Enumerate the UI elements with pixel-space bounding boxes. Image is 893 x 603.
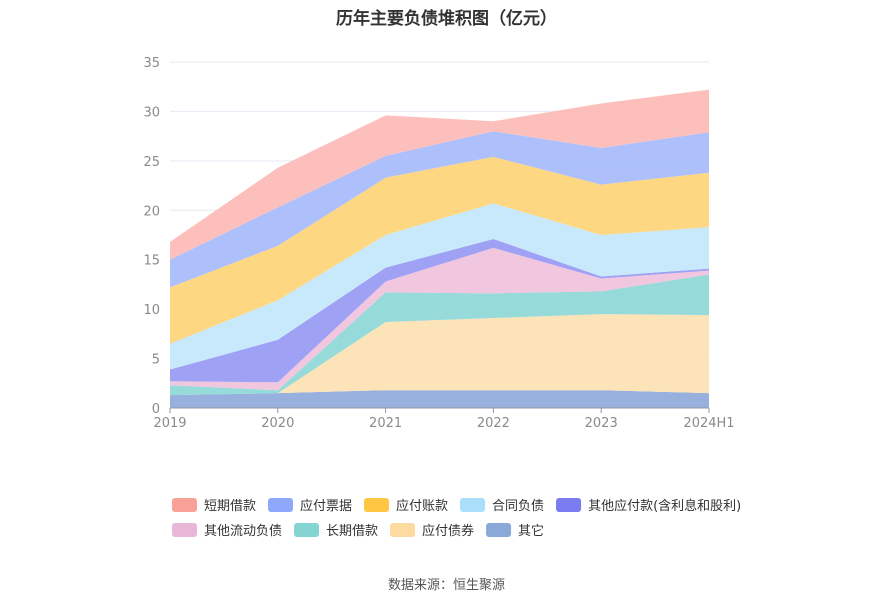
x-tick-label: 2021 [369,416,402,431]
area-其他流动负债 [170,247,709,391]
area-应付账款 [170,156,709,344]
x-tick-label: 2020 [261,416,294,431]
y-tick-label: 30 [143,105,160,120]
legend: 短期借款 应付票据 应付账款 合同负债 其他应付款(含利息和股利) 其他流动负债 长期借款 应… [172,498,741,539]
legend-swatch [556,498,582,512]
x-tick-label: 2023 [585,416,618,431]
legend-label: 其它 [518,523,544,539]
chart-title: 历年主要负债堆积图（亿元） [336,9,557,29]
x-tick-label: 2024H1 [683,416,734,431]
legend-label: 长期借款 [326,524,378,539]
area-长期借款 [170,274,709,396]
legend-swatch [364,498,390,512]
legend-label: 应付债券 [422,523,474,539]
y-tick-label: 0 [152,402,160,417]
legend-swatch [268,498,294,512]
legend-label: 应付票据 [300,498,352,514]
legend-label: 其他流动负债 [204,524,282,539]
legend-swatch [294,523,320,537]
legend-swatch [460,498,486,512]
x-tick-label: 2019 [153,416,186,431]
legend-swatch [390,523,416,537]
area-应付债券 [170,314,709,396]
y-tick-label: 20 [143,204,160,219]
y-tick-label: 35 [143,56,160,71]
area-其它 [170,390,709,408]
y-tick-label: 5 [152,353,160,368]
y-tick-label: 10 [143,303,160,318]
legend-swatch [486,523,512,537]
legend-swatch [172,498,197,512]
y-tick-label: 15 [143,254,160,269]
legend-label: 合同负债 [492,499,544,514]
legend-label: 短期借款 [204,499,256,514]
area-合同负债 [170,203,709,370]
area-series-layer [170,89,709,408]
x-tick-label: 2022 [477,416,510,431]
legend-swatch [172,523,197,537]
data-source-note: 数据来源：恒生聚源 [387,578,505,593]
y-tick-label: 25 [143,155,160,170]
axes: 0 5 10 15 20 25 30 35 2019 2020 2021 2022 2023 2024H1 [143,56,734,431]
legend-label: 其他应付款(含利息和股利) [588,498,741,514]
area-短期借款 [170,89,709,260]
area-应付票据 [170,131,709,288]
area-其他应付款(含利息和股利) [170,238,709,383]
legend-label: 应付账款 [396,498,448,514]
